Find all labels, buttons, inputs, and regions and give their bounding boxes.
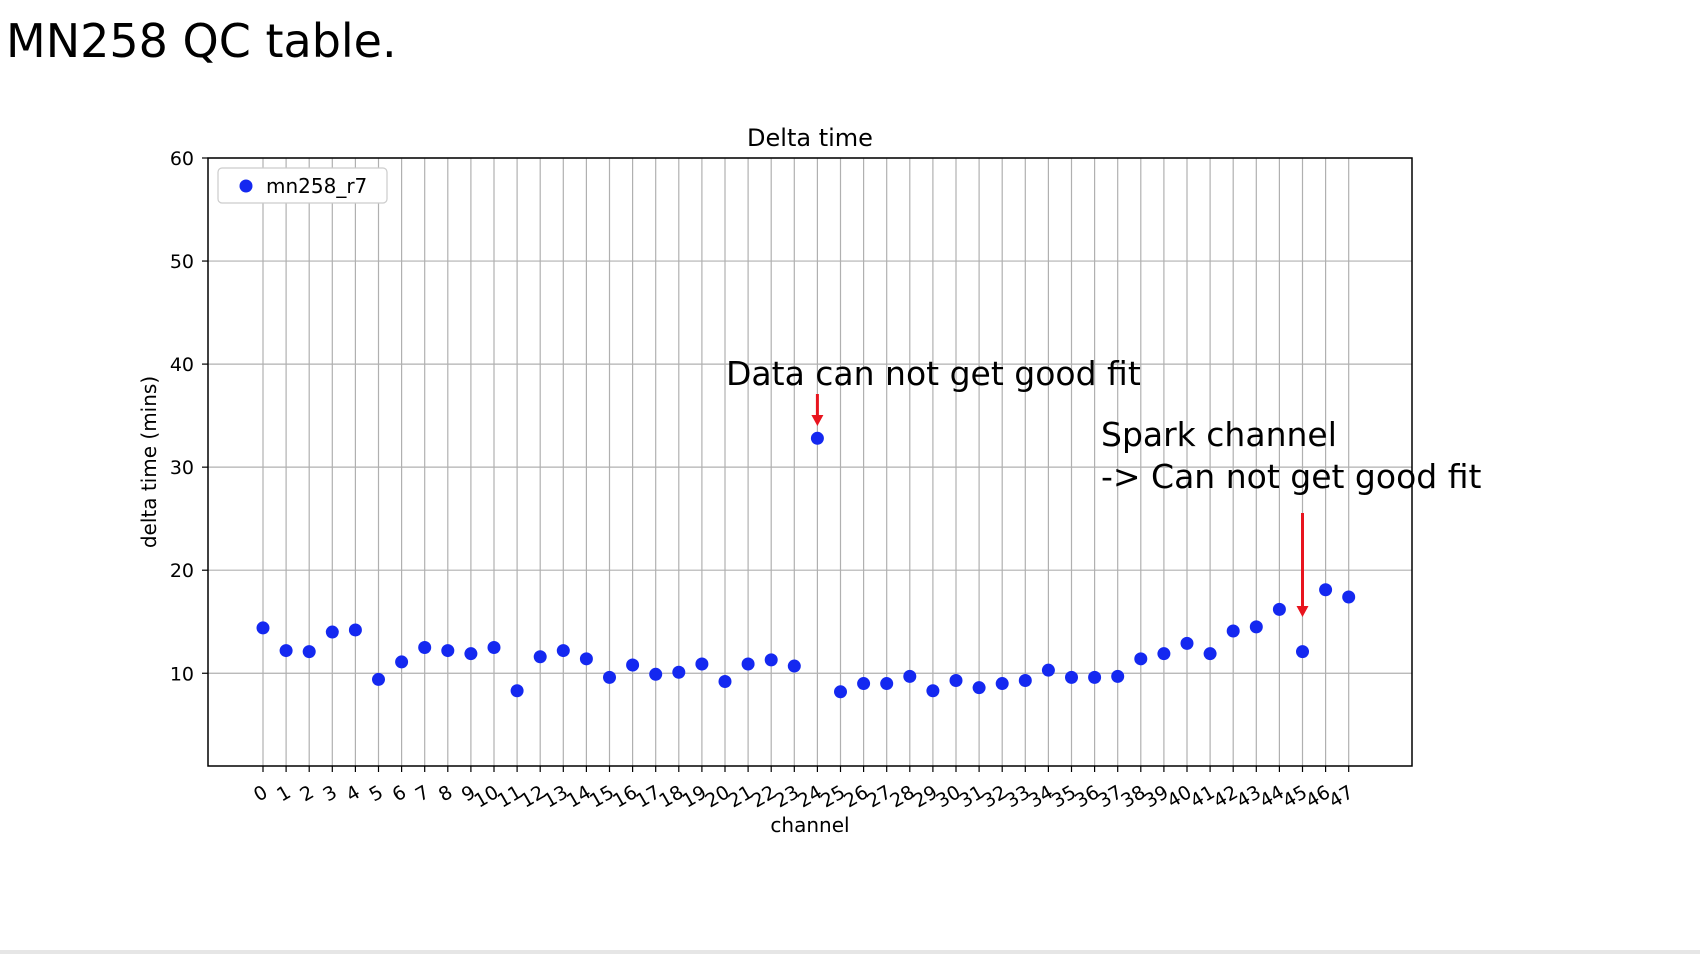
- data-point: [372, 672, 385, 686]
- x-tick-label: 7: [412, 781, 433, 806]
- x-tick-label: 5: [366, 781, 387, 806]
- arrow-head: [811, 415, 824, 426]
- data-point: [857, 677, 871, 691]
- data-point: [1203, 647, 1217, 661]
- annotation-spark-channel: Spark channel: [1101, 415, 1337, 454]
- data-point: [995, 677, 1009, 691]
- data-point: [880, 677, 894, 691]
- scatter-points: [256, 431, 1356, 699]
- data-point: [325, 625, 339, 639]
- y-tick-label: 60: [170, 148, 194, 170]
- data-point: [926, 684, 940, 698]
- data-point: [741, 657, 755, 671]
- data-point: [1319, 583, 1333, 597]
- data-point: [579, 652, 593, 666]
- data-point: [533, 650, 547, 664]
- data-point: [256, 621, 270, 635]
- x-tick-label: 8: [435, 781, 456, 806]
- data-point: [464, 647, 478, 661]
- data-point: [810, 431, 824, 445]
- data-point: [787, 659, 801, 673]
- data-point: [649, 667, 663, 681]
- data-point: [418, 640, 432, 654]
- x-tick-label: 0: [250, 781, 271, 806]
- data-point: [1226, 624, 1240, 638]
- data-point: [1342, 590, 1356, 604]
- data-point: [1134, 652, 1148, 666]
- arrow-to-channel-45: [1296, 513, 1309, 617]
- data-point: [1296, 645, 1309, 659]
- y-tick-label: 50: [170, 251, 194, 273]
- y-tick-label: 40: [170, 354, 194, 376]
- x-tick-label: 6: [389, 781, 410, 806]
- x-tick-label: 1: [273, 781, 294, 806]
- y-tick-label: 30: [170, 457, 194, 479]
- annotation-spark-bad-fit: -> Can not get good fit: [1101, 457, 1481, 496]
- legend-marker: [239, 179, 253, 193]
- data-point: [1111, 669, 1125, 683]
- data-point: [302, 645, 316, 659]
- legend-box: [217, 167, 388, 204]
- y-tick-label: 20: [170, 560, 194, 582]
- data-point: [972, 681, 986, 695]
- data-point: [348, 623, 362, 637]
- arrow-head: [1296, 606, 1309, 617]
- data-point: [626, 658, 640, 672]
- data-point: [764, 653, 778, 667]
- data-point: [1018, 673, 1032, 687]
- chart-title: Delta time: [747, 124, 873, 152]
- data-point: [834, 685, 847, 699]
- data-point: [1088, 670, 1102, 684]
- data-point: [718, 674, 732, 688]
- data-point: [1249, 620, 1263, 634]
- data-point: [695, 657, 709, 671]
- data-point: [603, 670, 616, 684]
- data-point: [1041, 663, 1055, 677]
- data-point: [949, 673, 963, 687]
- slide-bottom-border: [0, 950, 1700, 954]
- x-tick-label: 2: [296, 781, 317, 806]
- data-point: [487, 640, 501, 654]
- x-tick-label: 3: [319, 781, 340, 806]
- data-point: [1065, 670, 1078, 684]
- data-point: [903, 669, 917, 683]
- legend-label: mn258_r7: [266, 174, 367, 198]
- x-ticks: 0 1 2 3 4 5 6 7 8 9101112131415161718192021222324…: [250, 766, 1357, 812]
- annotation-bad-fit: Data can not get good fit: [726, 354, 1141, 393]
- y-ticks: 10 20 30 40 50 60: [170, 148, 208, 685]
- grid-layer: [208, 157, 1412, 766]
- data-point: [1157, 647, 1171, 661]
- y-tick-label: 10: [170, 663, 194, 685]
- x-tick-label: 4: [342, 781, 363, 806]
- legend: mn258_r7: [217, 167, 388, 204]
- x-axis-label: channel: [770, 813, 849, 837]
- data-point: [1272, 602, 1286, 616]
- data-point: [510, 684, 524, 698]
- data-point: [395, 655, 409, 669]
- data-point: [556, 644, 570, 658]
- plot-frame: [207, 157, 1413, 767]
- slide-title: MN258 QC table.: [6, 14, 397, 68]
- data-point: [1180, 636, 1194, 650]
- x-tick-label: 47: [1325, 781, 1357, 812]
- data-point: [441, 644, 455, 658]
- data-point: [672, 665, 686, 679]
- y-axis-label: delta time (mins): [137, 376, 161, 548]
- data-point: [279, 644, 293, 658]
- arrow-to-channel-24: [811, 394, 824, 426]
